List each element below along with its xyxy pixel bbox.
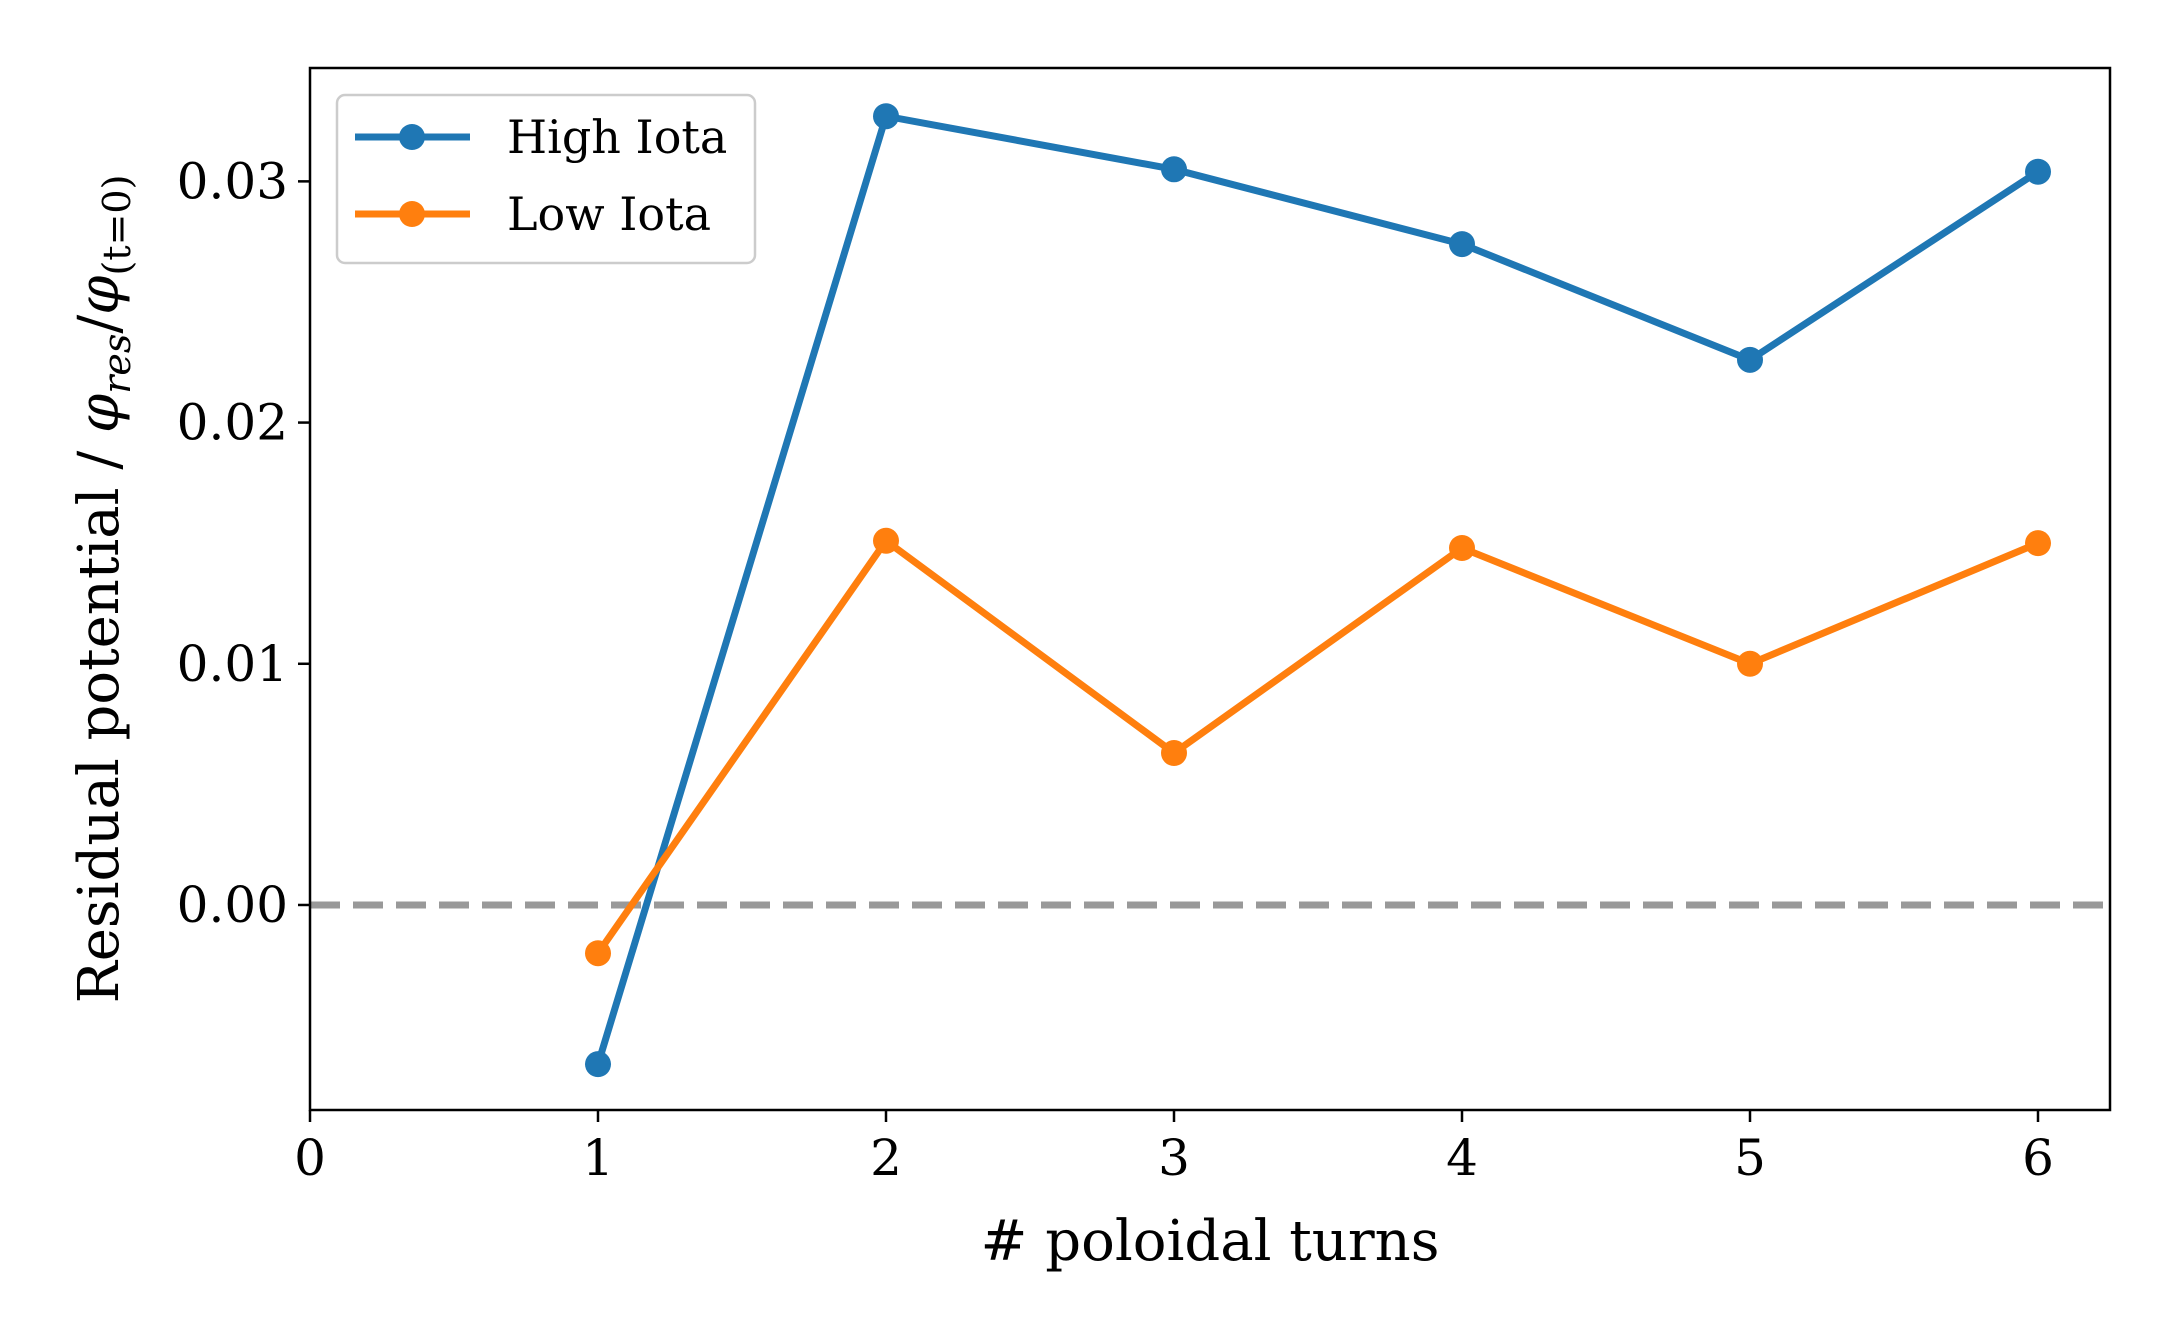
y-axis-label-slash: / [67, 315, 132, 334]
y-axis-label: Residual potential / φres/φ(t=0) [67, 175, 139, 1004]
x-tick-label: 6 [2022, 1129, 2054, 1187]
x-tick-label: 3 [1158, 1129, 1190, 1187]
legend-marker-low-iota [399, 201, 425, 227]
y-tick-label: 0.03 [177, 152, 288, 210]
data-point-high-iota [873, 103, 899, 130]
y-axis-label-phi: φ [67, 394, 132, 433]
data-point-low-iota [585, 940, 611, 967]
x-tick-label: 1 [582, 1129, 614, 1187]
series-line-high-iota [594, 112, 2042, 1068]
x-tick-label: 0 [294, 1129, 326, 1187]
legend-label-high-iota: High Iota [507, 110, 727, 164]
series-line-low-iota [594, 537, 2042, 957]
data-point-high-iota [585, 1051, 611, 1078]
y-tick-label: 0.00 [177, 876, 288, 934]
x-tick-label: 2 [870, 1129, 902, 1187]
y-tick-label: 0.02 [177, 394, 288, 452]
legend-label-low-iota: Low Iota [507, 187, 711, 241]
data-point-low-iota [1161, 740, 1187, 767]
y-axis-label-phi-2: φ [67, 276, 132, 315]
legend: High Iota Low Iota [335, 93, 757, 265]
data-point-high-iota [1449, 231, 1475, 258]
data-point-high-iota [1161, 156, 1187, 183]
data-point-low-iota [1449, 534, 1475, 561]
x-ticks: 0 1 2 3 4 5 6 [294, 1110, 2054, 1187]
y-axis-label-prefix: Residual potential / [67, 433, 132, 1003]
data-point-high-iota [2025, 158, 2051, 185]
x-axis-label: # poloidal turns [981, 1209, 1440, 1274]
plot-frame [308, 66, 2112, 1112]
data-point-low-iota [2025, 530, 2051, 557]
x-tick-label: 4 [1446, 1129, 1478, 1187]
legend-marker-high-iota [399, 124, 425, 150]
series-layer [585, 103, 2051, 1078]
x-tick-label: 5 [1734, 1129, 1766, 1187]
data-point-high-iota [1737, 346, 1763, 373]
data-point-low-iota [1737, 650, 1763, 677]
data-point-low-iota [873, 527, 899, 554]
y-axis-label-sub-t0: (t=0) [95, 175, 139, 276]
y-tick-label: 0.01 [177, 635, 288, 693]
y-axis-label-sub-res: res [95, 334, 139, 394]
y-ticks: 0.00 0.01 0.02 0.03 [177, 152, 310, 934]
